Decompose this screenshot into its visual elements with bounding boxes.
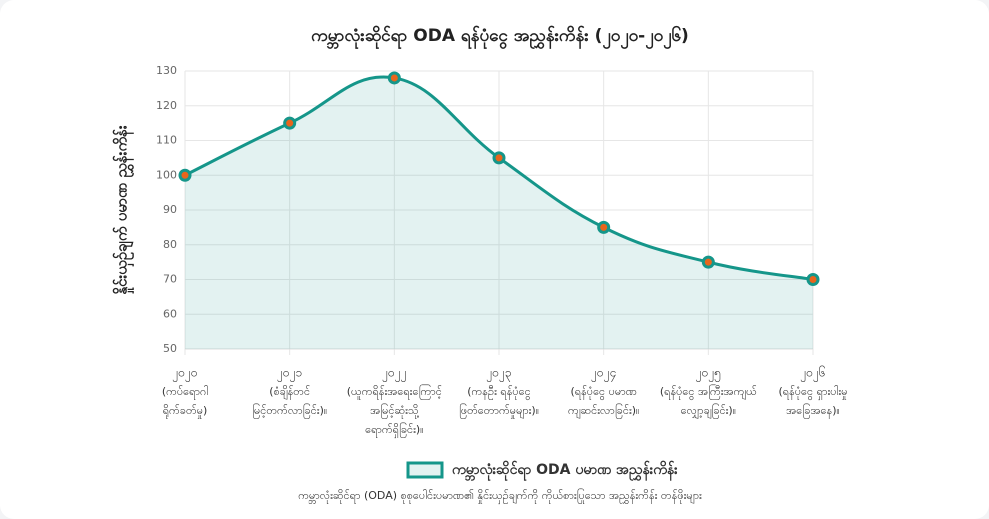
x-tick-label: လျှော့ချခြင်း)။ (681, 403, 736, 419)
x-tick-label: ကျဆင်းလာခြင်း)။ (568, 403, 639, 419)
y-tick-label: 90 (163, 203, 177, 216)
x-tick-year: ၂၀၂၀ (172, 366, 197, 383)
y-tick-label: 100 (156, 168, 177, 181)
x-tick-year: ၂၀၂၅ (696, 366, 721, 383)
y-tick-label: 120 (156, 99, 177, 112)
x-tick-label: (စံချိန်တင် (269, 385, 310, 400)
x-tick-label: (ယူကရိန်းအရေးကြောင့် (347, 384, 442, 400)
x-tick-label: (ရန်ပုံငွေ ပမာဏ (571, 385, 637, 400)
x-tick-year: ၂၀၂၄ (591, 366, 616, 383)
point (806, 273, 820, 286)
caption: ကမ္ဘာလုံးဆိုင်ရာ (ODA) စုစုပေါင်းပမာဏ၏ န… (298, 488, 702, 504)
x-tick-year: ၂၀၂၁ (277, 366, 302, 383)
point (387, 71, 401, 85)
x-tick-label: ရောက်ရှိခြင်း)။ (365, 422, 423, 438)
legend-label: ကမ္ဘာလုံးဆိုင်ရာ ODA ပမာဏ အညွှန်းကိန်း (452, 461, 678, 481)
point (178, 168, 192, 182)
x-tick-year: ၂၀၂၆ (800, 365, 825, 383)
x-tick-label: (ကနဦး ရန်ပုံငွေ (467, 385, 531, 400)
area (185, 76, 813, 349)
point (492, 151, 506, 165)
y-tick-label: 70 (163, 273, 177, 286)
x-tick-label: ဖြတ်တောက်မှုများ)။ (459, 403, 539, 419)
point (597, 220, 611, 234)
y-tick-label: 60 (163, 307, 177, 320)
y-tick-label: 80 (163, 238, 177, 251)
point (701, 255, 715, 269)
y-tick-label: 130 (156, 64, 177, 77)
chart-title: ကမ္ဘာလုံးဆိုင်ရာ ODA ရန်ပုံငွေ အညွှန်းကိ… (311, 24, 689, 50)
y-axis-label: နှိုင်းယှဉ်ချက် ပမာဏ ညွှန်းကိန်း (112, 125, 135, 295)
y-tick-label: 110 (156, 134, 177, 147)
x-tick-label: အမြင့်ဆုံးသို့ (370, 403, 419, 419)
x-tick-label: မြင့်တက်လာခြင်း)။ (252, 403, 327, 419)
x-tick-label: (ရန်ပုံငွေ ရှားပါးမှု (778, 385, 847, 400)
legend-swatch (406, 461, 444, 479)
x-tick-year: ၂၀၂၃ (486, 366, 511, 383)
x-tick-label: ရိုက်ခတ်မှု) (163, 404, 208, 419)
x-tick-label: အခြေအနေ)။ (786, 403, 840, 419)
y-tick-label: 50 (163, 342, 177, 355)
x-tick-label: (ကပ်ရောဂါ (162, 385, 208, 400)
x-tick-year: ၂၀၂၂ (382, 366, 406, 383)
point (283, 116, 297, 130)
x-tick-label: (ရန်ပုံငွေ အကြီးအကျယ် (660, 384, 757, 400)
